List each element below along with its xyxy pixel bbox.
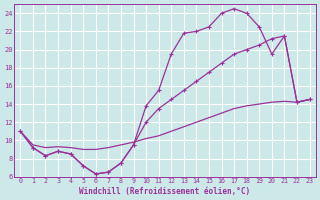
X-axis label: Windchill (Refroidissement éolien,°C): Windchill (Refroidissement éolien,°C) <box>79 187 251 196</box>
